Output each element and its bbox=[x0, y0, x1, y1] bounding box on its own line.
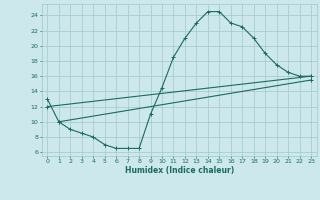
X-axis label: Humidex (Indice chaleur): Humidex (Indice chaleur) bbox=[124, 166, 234, 175]
